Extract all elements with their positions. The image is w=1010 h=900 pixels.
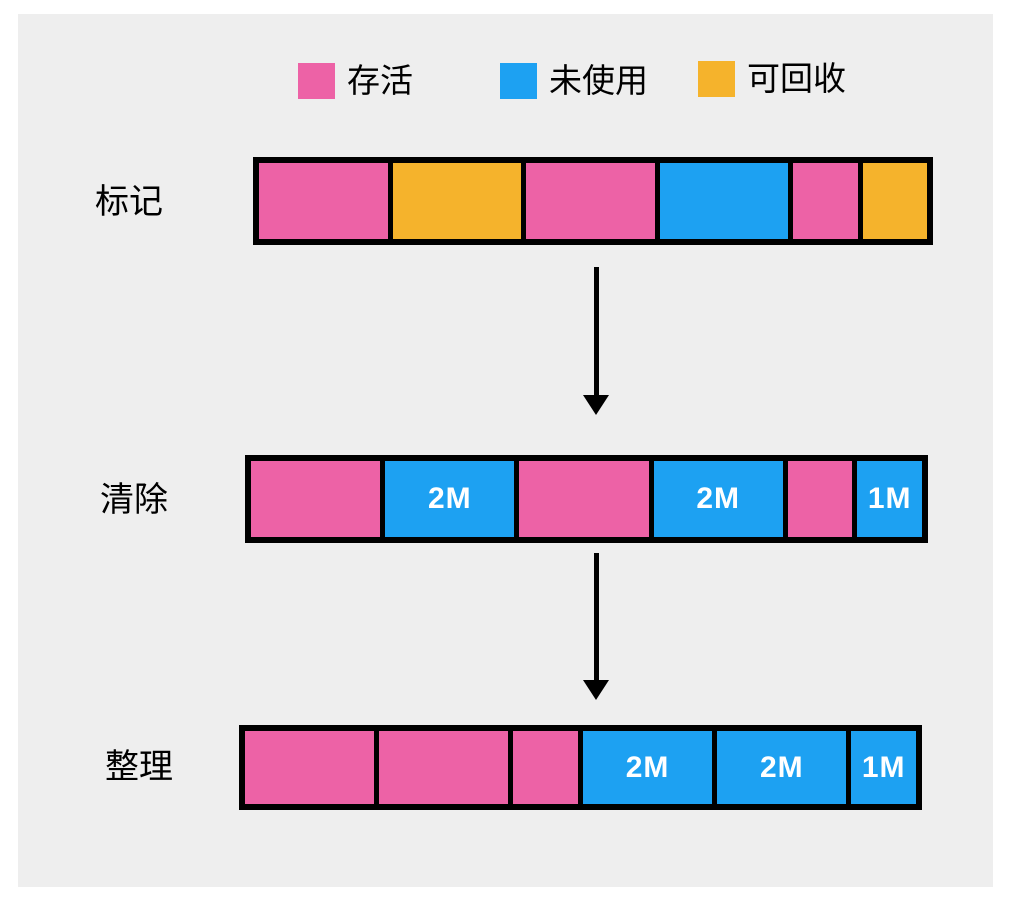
segment-unused: 2M — [653, 461, 783, 537]
legend-item-alive: 存活 — [298, 62, 413, 100]
legend-label-reclaimable: 可回收 — [747, 60, 846, 97]
arrow-head — [583, 680, 609, 700]
row-label-sweep: 清除 — [100, 481, 168, 519]
segment-reclaimable — [392, 163, 522, 239]
row-label-mark: 标记 — [95, 183, 163, 221]
arrow-shaft — [593, 553, 599, 680]
memory-bar-compact: 2M 2M 1M — [239, 725, 922, 810]
unused-color-swatch — [500, 63, 537, 99]
segment-unused — [659, 163, 789, 239]
segment-unused: 2M — [385, 461, 515, 537]
alive-color-swatch — [298, 63, 335, 99]
segment-unused: 1M — [851, 731, 916, 804]
arrow-shaft — [593, 267, 599, 395]
segment-alive — [513, 731, 578, 804]
down-arrow-icon — [583, 553, 609, 700]
segment-unused: 1M — [857, 461, 922, 537]
legend-label-unused: 未使用 — [549, 62, 648, 99]
segment-unused: 2M — [583, 731, 713, 804]
legend-label-alive: 存活 — [347, 62, 413, 99]
segment-alive — [793, 163, 858, 239]
row-label-compact: 整理 — [105, 748, 173, 786]
reclaimable-color-swatch — [698, 61, 735, 97]
memory-bar-sweep: 2M 2M 1M — [245, 455, 928, 543]
memory-bar-mark — [253, 157, 933, 245]
segment-alive — [519, 461, 649, 537]
segment-unused: 2M — [717, 731, 847, 804]
segment-alive — [526, 163, 655, 239]
segment-alive — [259, 163, 388, 239]
segment-alive — [787, 461, 853, 537]
segment-alive — [245, 731, 375, 804]
arrow-head — [583, 395, 609, 415]
segment-alive — [379, 731, 509, 804]
legend-item-reclaimable: 可回收 — [698, 60, 846, 98]
segment-alive — [251, 461, 381, 537]
down-arrow-icon — [583, 267, 609, 415]
segment-reclaimable — [862, 163, 927, 239]
legend-item-unused: 未使用 — [500, 62, 648, 100]
